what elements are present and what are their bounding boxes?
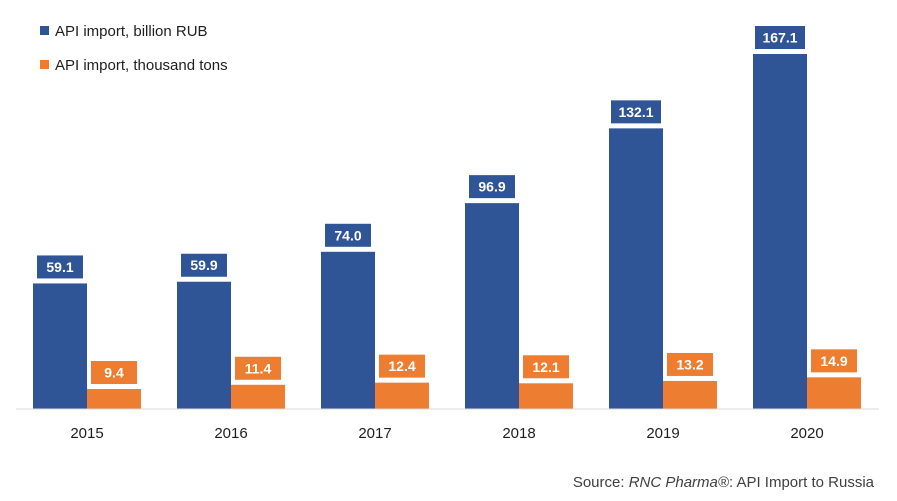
data-label-1-2019: 13.2 [676, 356, 703, 372]
data-label-box-0-2015 [37, 255, 83, 279]
x-tick-2018: 2018 [502, 425, 535, 442]
x-tick-2016: 2016 [214, 425, 247, 442]
bar-0-2015 [33, 283, 87, 409]
source-prefix: Source: [573, 474, 629, 491]
data-label-0-2020: 167.1 [762, 30, 797, 46]
data-label-box-1-2018 [523, 355, 569, 379]
bar-1-2020 [807, 377, 861, 409]
bar-1-2019 [663, 380, 717, 409]
legend-label-1: API import, thousand tons [55, 57, 228, 74]
bar-0-2019 [609, 128, 663, 409]
bar-0-2020 [753, 54, 807, 409]
data-label-1-2018: 12.1 [532, 359, 559, 375]
data-label-box-1-2016 [235, 356, 281, 380]
data-label-0-2016: 59.9 [190, 257, 217, 273]
x-tick-2017: 2017 [358, 425, 391, 442]
data-label-box-0-2019 [611, 100, 661, 124]
x-axis-ticks: 2015 2016 2017 2018 2019 2020 [70, 425, 823, 442]
data-label-1-2017: 12.4 [388, 358, 415, 374]
data-label-box-1-2019 [667, 352, 713, 376]
bars: 59.1 9.4 59.9 11.4 74.0 12.4 96.9 12.1 132.1 13.2… [33, 26, 861, 409]
legend-swatch-1 [40, 60, 49, 69]
data-label-1-2020: 14.9 [820, 353, 847, 369]
x-tick-2020: 2020 [790, 425, 823, 442]
data-label-box-0-2018 [469, 175, 515, 199]
bar-1-2018 [519, 383, 573, 409]
x-tick-2019: 2019 [646, 425, 679, 442]
bar-1-2016 [231, 384, 285, 409]
source-suffix: : API Import to Russia [729, 474, 875, 491]
x-tick-2015: 2015 [70, 425, 103, 442]
data-label-1-2016: 11.4 [245, 360, 272, 376]
source-brand: RNC Pharma® [629, 474, 730, 491]
data-label-box-0-2016 [181, 253, 227, 277]
legend: API import, billion RUB API import, thous… [40, 23, 228, 74]
source-note: Source: RNC Pharma®: API Import to Russi… [573, 474, 875, 491]
data-label-1-2015: 9.4 [104, 365, 124, 381]
bar-1-2017 [375, 382, 429, 409]
data-label-box-1-2017 [379, 354, 425, 378]
bar-0-2018 [465, 203, 519, 409]
bar-0-2017 [321, 251, 375, 409]
data-label-box-1-2015 [91, 361, 137, 385]
legend-label-0: API import, billion RUB [55, 23, 208, 40]
data-label-0-2017: 74.0 [334, 227, 361, 243]
data-label-box-1-2020 [811, 349, 857, 373]
data-label-0-2018: 96.9 [478, 179, 505, 195]
data-label-0-2015: 59.1 [46, 259, 73, 275]
bar-1-2015 [87, 389, 141, 409]
legend-swatch-0 [40, 26, 49, 35]
data-label-box-0-2020 [755, 26, 805, 49]
data-label-box-0-2017 [325, 223, 371, 247]
data-label-0-2019: 132.1 [618, 104, 653, 120]
bar-0-2016 [177, 281, 231, 409]
